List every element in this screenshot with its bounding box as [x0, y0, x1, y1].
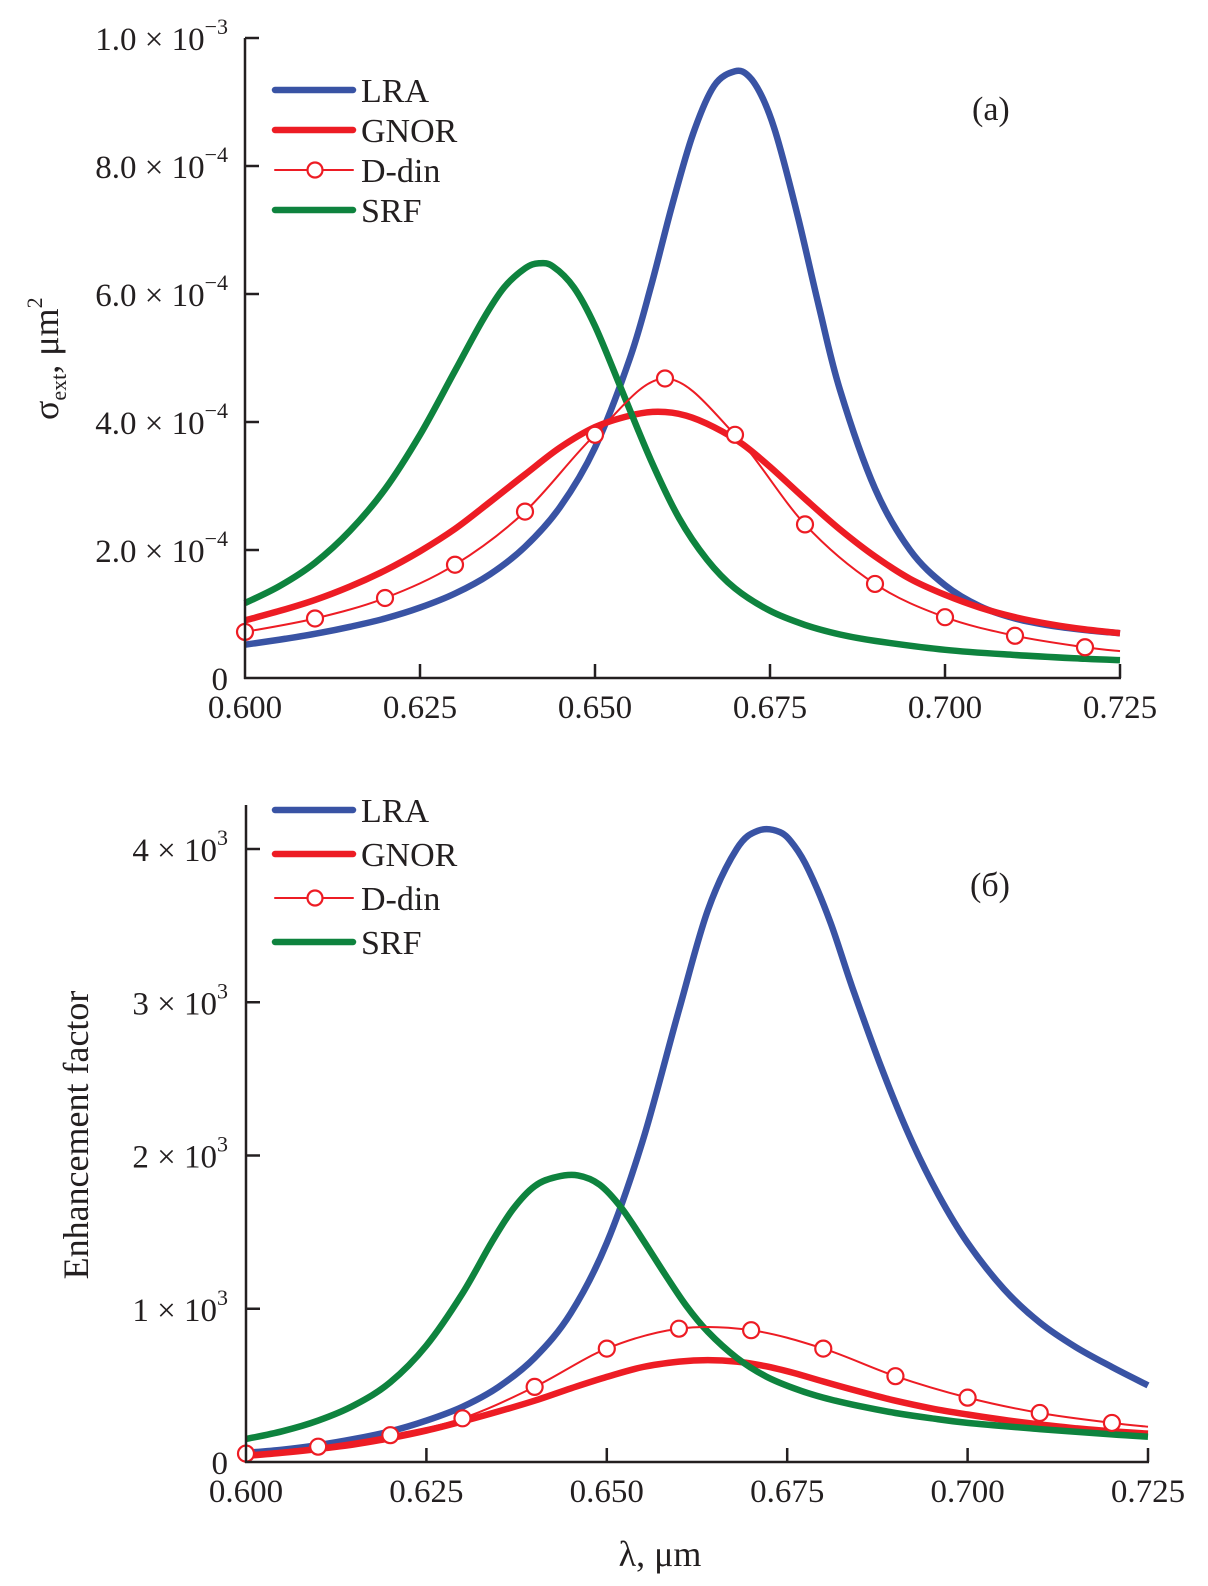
- legend-label: D-din: [361, 153, 440, 190]
- legend-item-srf: SRF: [271, 925, 422, 962]
- series-marker-d-din: [865, 574, 885, 594]
- series-marker-d-din: [795, 515, 815, 534]
- x-tick-label: 0.700: [908, 690, 982, 726]
- series-line-d-din: [244, 377, 1121, 653]
- series-line-gnor: [245, 1356, 1149, 1460]
- legend-label: GNOR: [361, 837, 458, 874]
- series-marker-d-din: [725, 425, 745, 444]
- legend-label: SRF: [361, 193, 422, 230]
- y-tick-label: 4 × 103: [132, 825, 228, 869]
- x-tick-label: 0.650: [558, 690, 632, 726]
- panel-a-ylabel-sub: ext: [46, 374, 71, 401]
- y-tick-label: 1 × 103: [132, 1285, 228, 1329]
- panel-a-chart: 0 2.0 × 10−4 4.0 × 10−4 6.0 × 10−4 8.0 × 10−…: [22, 14, 1157, 726]
- panel-b-x-axis-label: λ, μm: [619, 1534, 702, 1574]
- x-tick-label: 0.675: [733, 690, 807, 726]
- series-marker-d-din: [525, 1377, 544, 1397]
- y-tick-label: 8.0 × 10−4: [95, 142, 228, 186]
- panel-a-series-group: [235, 67, 1121, 664]
- series-marker-d-din: [585, 425, 605, 444]
- series-marker-d-din: [1030, 1403, 1049, 1423]
- x-tick-label: 0.725: [1111, 1474, 1185, 1510]
- x-tick-label: 0.600: [208, 690, 282, 726]
- series-marker-d-din: [742, 1321, 761, 1340]
- series-line-gnor: [244, 408, 1121, 637]
- series-marker-d-din: [886, 1367, 905, 1386]
- legend-label: LRA: [361, 73, 429, 110]
- y-tick-label: 2 × 103: [132, 1132, 228, 1176]
- series-marker-d-din: [453, 1409, 472, 1428]
- legend-item-srf: SRF: [271, 193, 422, 230]
- series-marker-d-din: [597, 1339, 616, 1358]
- series-marker-d-din: [935, 608, 955, 627]
- x-tick-label: 0.700: [930, 1474, 1004, 1510]
- series-marker-d-din: [1102, 1413, 1122, 1433]
- legend-item-gnor: GNOR: [271, 113, 458, 150]
- x-tick-label: 0.725: [1083, 690, 1157, 726]
- series-marker-d-din: [814, 1339, 833, 1358]
- panel-a-label: (a): [972, 91, 1010, 128]
- legend-marker: [306, 889, 324, 907]
- series-line-lra: [245, 825, 1150, 1457]
- panel-b-series-group: [236, 825, 1150, 1463]
- panel-b-y-ticks: 0 1 × 103 2 × 103 3 × 103 4 × 103: [132, 825, 260, 1482]
- legend-marker: [306, 161, 324, 179]
- legend-label: GNOR: [361, 113, 458, 150]
- panel-a-ylabel-base: σ: [26, 401, 66, 420]
- panel-a-x-ticks: 0.600 0.625 0.650 0.675 0.700 0.725: [208, 664, 1157, 726]
- series-marker-d-din: [1005, 626, 1025, 645]
- legend-label: SRF: [361, 925, 422, 962]
- y-tick-label: 1.0 × 10−3: [95, 14, 228, 58]
- panel-b-label: (б): [970, 867, 1010, 904]
- series-line-srf: [245, 1171, 1149, 1443]
- x-tick-label: 0.625: [389, 1474, 463, 1510]
- series-marker-d-din: [1075, 638, 1095, 657]
- y-tick-label: 4.0 × 10−4: [95, 398, 228, 442]
- legend-label: LRA: [361, 793, 429, 830]
- series-marker-d-din: [309, 1437, 328, 1456]
- series-marker-d-din: [515, 502, 535, 521]
- series-line-lra: [244, 67, 1121, 648]
- panel-a-y-axis-label: σext, μm2: [22, 297, 71, 420]
- series-marker-d-din: [375, 588, 395, 608]
- panel-b-x-ticks: 0.600 0.625 0.650 0.675 0.700 0.725: [209, 1448, 1185, 1510]
- series-line-srf: [243, 259, 1121, 664]
- y-tick-label: 3 × 103: [132, 978, 228, 1022]
- series-marker-d-din: [305, 609, 325, 628]
- legend-item-lra: LRA: [271, 793, 429, 830]
- x-tick-label: 0.625: [383, 690, 457, 726]
- legend-item-gnor: GNOR: [271, 837, 458, 874]
- panel-a-ylabel-sup: 2: [22, 297, 47, 308]
- series-marker-d-din: [445, 555, 465, 574]
- x-tick-label: 0.675: [750, 1474, 824, 1510]
- x-tick-label: 0.650: [570, 1474, 644, 1510]
- panel-b-chart: 0 1 × 103 2 × 103 3 × 103 4 × 103 0.600 0.625…: [56, 793, 1185, 1574]
- series-marker-d-din: [669, 1319, 689, 1338]
- y-tick-label: 0: [212, 1446, 229, 1482]
- legend-item-lra: LRA: [271, 73, 429, 110]
- panel-b-legend: LRA GNOR D-din SRF: [271, 793, 458, 962]
- legend-item-d-din: D-din: [274, 153, 440, 190]
- y-tick-label: 0: [212, 662, 229, 698]
- y-tick-label: 2.0 × 10−4: [95, 526, 228, 570]
- panel-b-y-axis-label: Enhancement factor: [56, 991, 96, 1280]
- series-marker-d-din: [381, 1426, 400, 1445]
- legend-item-d-din: D-din: [274, 881, 440, 918]
- series-marker-d-din: [958, 1388, 977, 1407]
- series-marker-d-din: [655, 369, 675, 388]
- panel-a-y-ticks: 0 2.0 × 10−4 4.0 × 10−4 6.0 × 10−4 8.0 × 10−…: [95, 14, 259, 698]
- legend-label: D-din: [361, 881, 440, 918]
- y-tick-label: 6.0 × 10−4: [95, 270, 228, 314]
- x-tick-label: 0.600: [209, 1474, 283, 1510]
- panel-a-ylabel-rest: , μm: [26, 308, 66, 373]
